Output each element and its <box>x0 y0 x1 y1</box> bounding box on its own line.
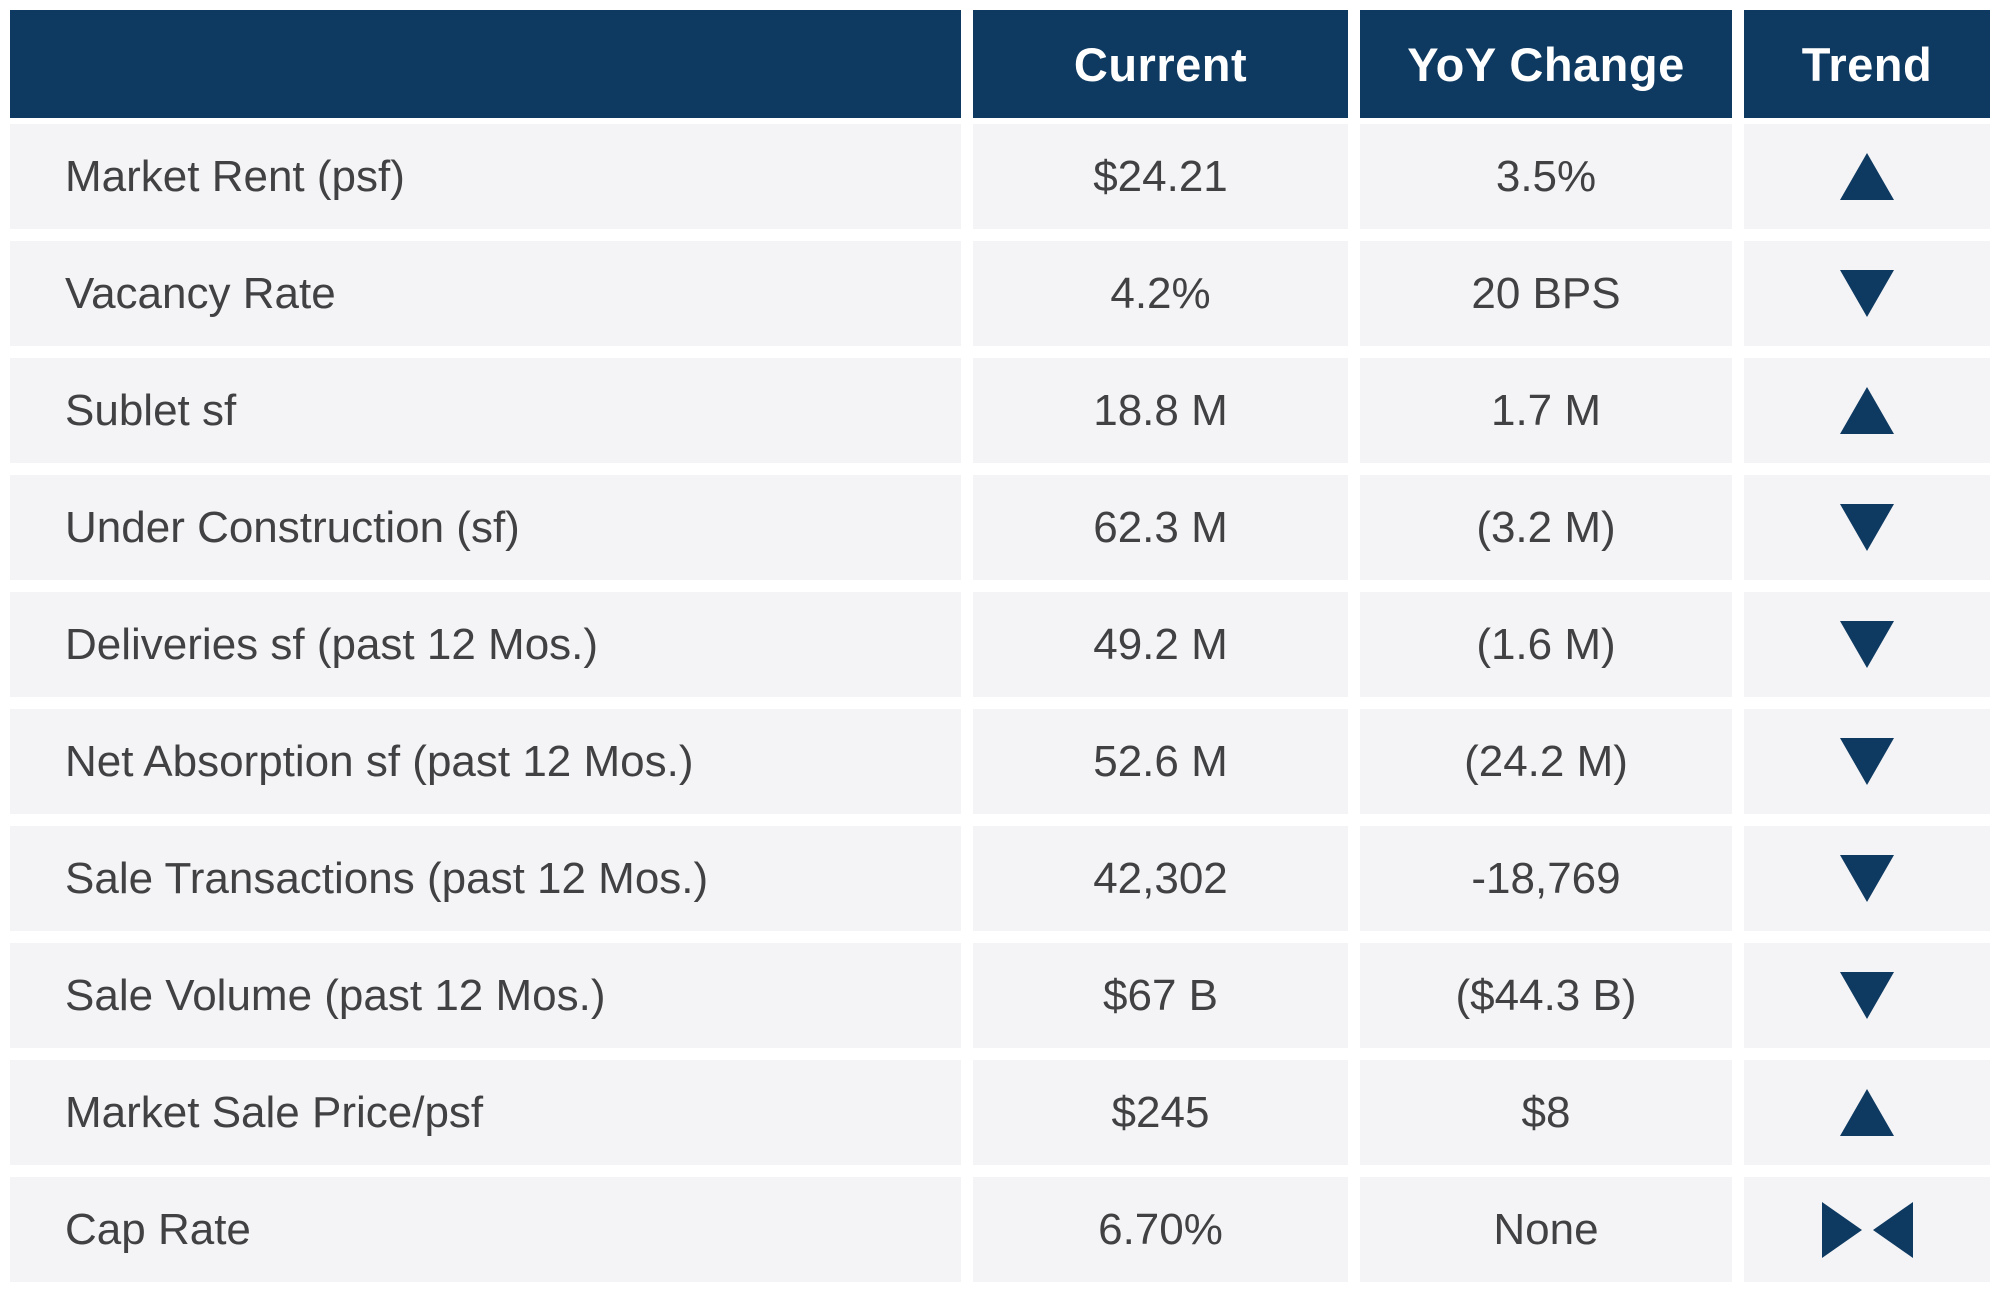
yoy-change-value: (1.6 M) <box>1360 592 1732 697</box>
table-row: Vacancy Rate 4.2% 20 BPS <box>10 241 1990 346</box>
metric-label: Net Absorption sf (past 12 Mos.) <box>10 709 961 814</box>
yoy-change-value: (3.2 M) <box>1360 475 1732 580</box>
metric-label: Sale Volume (past 12 Mos.) <box>10 943 961 1048</box>
current-value: 52.6 M <box>973 709 1348 814</box>
metric-label: Sublet sf <box>10 358 961 463</box>
header-cell-trend: Trend <box>1744 10 1990 118</box>
metric-label: Vacancy Rate <box>10 241 961 346</box>
table-row: Sublet sf 18.8 M 1.7 M <box>10 358 1990 463</box>
up-triangle-icon <box>1840 387 1894 434</box>
current-value: 42,302 <box>973 826 1348 931</box>
trend-cell <box>1744 826 1990 931</box>
trend-cell <box>1744 1177 1990 1282</box>
yoy-change-value: ($44.3 B) <box>1360 943 1732 1048</box>
trend-cell <box>1744 1060 1990 1165</box>
opposing-triangles-icon <box>1821 1201 1913 1258</box>
current-value: 62.3 M <box>973 475 1348 580</box>
metric-label: Cap Rate <box>10 1177 961 1282</box>
table-row: Sale Transactions (past 12 Mos.) 42,302 … <box>10 826 1990 931</box>
trend-cell <box>1744 124 1990 229</box>
yoy-change-value: (24.2 M) <box>1360 709 1732 814</box>
metric-label: Deliveries sf (past 12 Mos.) <box>10 592 961 697</box>
yoy-change-value: $8 <box>1360 1060 1732 1165</box>
yoy-change-value: None <box>1360 1177 1732 1282</box>
current-value: 49.2 M <box>973 592 1348 697</box>
header-cell-yoy-change: YoY Change <box>1360 10 1732 118</box>
trend-cell <box>1744 241 1990 346</box>
current-value: 6.70% <box>973 1177 1348 1282</box>
trend-cell <box>1744 709 1990 814</box>
trend-cell <box>1744 943 1990 1048</box>
current-value: $24.21 <box>973 124 1348 229</box>
down-triangle-icon <box>1840 855 1894 902</box>
down-triangle-icon <box>1840 504 1894 551</box>
up-triangle-icon <box>1840 153 1894 200</box>
trend-cell <box>1744 592 1990 697</box>
header-cell-current: Current <box>973 10 1348 118</box>
trend-cell <box>1744 358 1990 463</box>
down-triangle-icon <box>1840 621 1894 668</box>
metric-label: Under Construction (sf) <box>10 475 961 580</box>
table-row: Market Sale Price/psf $245 $8 <box>10 1060 1990 1165</box>
yoy-change-value: 3.5% <box>1360 124 1732 229</box>
table-row: Sale Volume (past 12 Mos.) $67 B ($44.3 … <box>10 943 1990 1048</box>
down-triangle-icon <box>1840 972 1894 1019</box>
down-triangle-icon <box>1840 738 1894 785</box>
current-value: $67 B <box>973 943 1348 1048</box>
metric-label: Market Sale Price/psf <box>10 1060 961 1165</box>
header-cell-blank <box>10 10 961 118</box>
yoy-change-value: 20 BPS <box>1360 241 1732 346</box>
yoy-change-value: -18,769 <box>1360 826 1732 931</box>
trend-cell <box>1744 475 1990 580</box>
table-row: Market Rent (psf) $24.21 3.5% <box>10 124 1990 229</box>
up-triangle-icon <box>1840 1089 1894 1136</box>
table-row: Cap Rate 6.70% None <box>10 1177 1990 1282</box>
current-value: $245 <box>973 1060 1348 1165</box>
current-value: 18.8 M <box>973 358 1348 463</box>
current-value: 4.2% <box>973 241 1348 346</box>
metric-label: Market Rent (psf) <box>10 124 961 229</box>
table-row: Deliveries sf (past 12 Mos.) 49.2 M (1.6… <box>10 592 1990 697</box>
down-triangle-icon <box>1840 270 1894 317</box>
metric-label: Sale Transactions (past 12 Mos.) <box>10 826 961 931</box>
table-header-row: Current YoY Change Trend <box>10 10 1990 118</box>
yoy-change-value: 1.7 M <box>1360 358 1732 463</box>
table-row: Under Construction (sf) 62.3 M (3.2 M) <box>10 475 1990 580</box>
table-row: Net Absorption sf (past 12 Mos.) 52.6 M … <box>10 709 1990 814</box>
